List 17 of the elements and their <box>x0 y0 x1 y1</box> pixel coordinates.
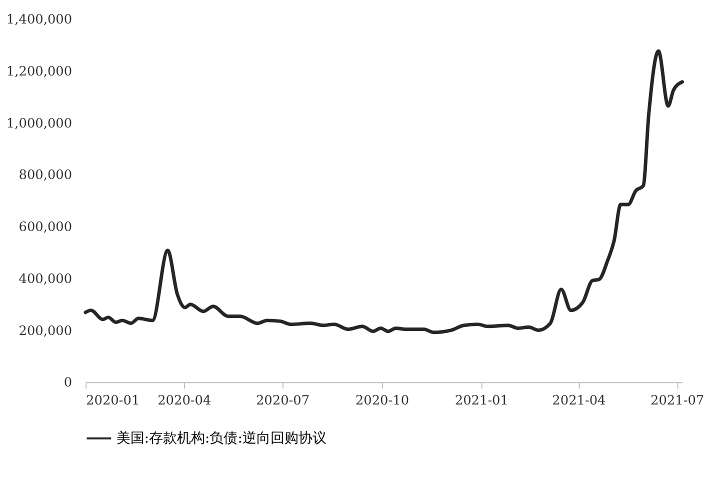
legend-label: 美国:存款机构:负债:逆向回购协议 <box>116 430 326 446</box>
x-tick-label: 2020-01 <box>86 394 140 409</box>
x-tick-label: 2021-01 <box>454 394 508 409</box>
x-tick-label: 2020-10 <box>355 394 410 409</box>
x-tick-label: 2020-04 <box>158 394 212 409</box>
x-tick-label: 2021-07 <box>650 394 704 409</box>
line-series <box>84 49 684 334</box>
y-tick-label: 1,000,000 <box>6 116 72 132</box>
x-tick-label: 2021-04 <box>552 394 606 409</box>
x-tick-label: 2020-07 <box>256 394 310 409</box>
y-tick-label: 800,000 <box>18 168 72 184</box>
y-tick-label: 1,200,000 <box>6 64 72 80</box>
y-tick-label: 200,000 <box>18 324 72 339</box>
y-tick-label: 400,000 <box>18 272 72 287</box>
y-tick-label: 1,400,000 <box>6 12 72 28</box>
y-tick-label: 600,000 <box>18 220 72 236</box>
y-tick-label: 0 <box>64 376 72 391</box>
